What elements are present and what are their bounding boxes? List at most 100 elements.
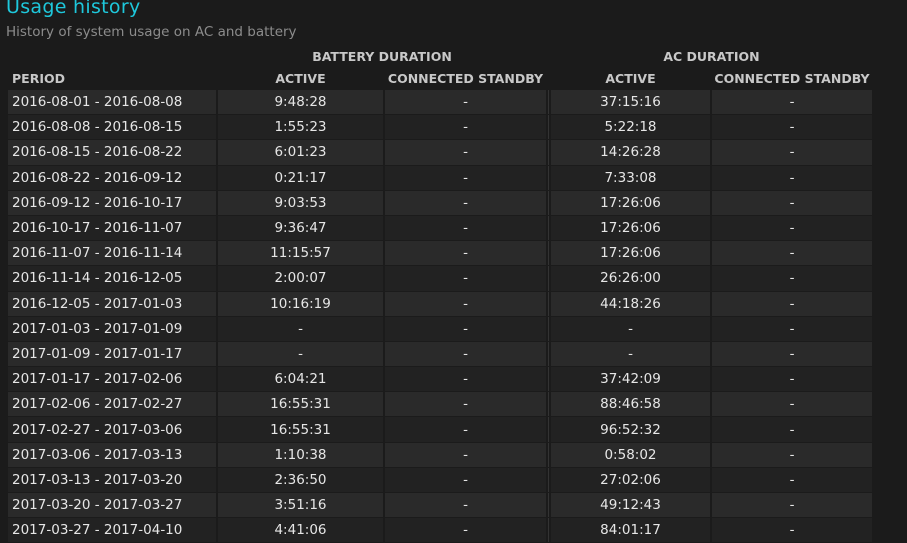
table-row: 2016-08-15 - 2016-08-22 6:01:23-14:26:28- (8, 140, 872, 165)
ac-active-cell: 37:42:09 (551, 367, 710, 392)
ac-active-cell: 17:26:06 (551, 241, 710, 266)
battery-standby-cell: - (385, 90, 546, 115)
battery-active-cell: 3:51:16 (218, 493, 383, 518)
period-cell: 2017-02-06 - 2017-02-27 (8, 392, 216, 417)
battery-standby-cell: - (385, 140, 546, 165)
table-row: 2016-11-07 - 2016-11-14 11:15:57-17:26:06… (8, 241, 872, 266)
table-row: 2017-03-20 - 2017-03-27 3:51:16-49:12:43- (8, 493, 872, 518)
battery-standby-cell: - (385, 392, 546, 417)
period-cell: 2017-01-03 - 2017-01-09 (8, 316, 216, 341)
battery-active-cell: 9:36:47 (218, 215, 383, 241)
column-divider (548, 367, 549, 392)
ac-active-cell: 49:12:43 (551, 493, 710, 518)
battery-active-cell: 16:55:31 (218, 417, 383, 442)
ac-standby-cell: - (712, 115, 872, 140)
ac-standby-cell: - (712, 442, 872, 467)
battery-active-cell: - (218, 316, 383, 341)
column-divider (548, 417, 549, 442)
column-header-ac-active: ACTIVE (605, 71, 656, 86)
period-cell: 2017-03-06 - 2017-03-13 (8, 442, 216, 467)
period-cell: 2016-08-08 - 2016-08-15 (8, 115, 216, 140)
battery-standby-cell: - (385, 115, 546, 140)
period-cell: 2016-08-15 - 2016-08-22 (8, 140, 216, 165)
period-cell: 2017-02-27 - 2017-03-06 (8, 417, 216, 442)
battery-standby-cell: - (385, 165, 546, 190)
battery-standby-cell: - (385, 316, 546, 341)
table-row: 2016-10-17 - 2016-11-07 9:36:47-17:26:06- (8, 215, 872, 241)
column-divider (548, 90, 549, 115)
battery-standby-cell: - (385, 266, 546, 291)
battery-standby-cell: - (385, 215, 546, 241)
ac-standby-cell: - (712, 90, 872, 115)
table-row: 2017-01-17 - 2017-02-06 6:04:21-37:42:09- (8, 367, 872, 392)
column-divider (548, 140, 549, 165)
column-divider (548, 392, 549, 417)
column-divider (548, 190, 549, 215)
column-divider (548, 266, 549, 291)
ac-active-cell: 26:26:00 (551, 266, 710, 291)
table-row: 2017-03-13 - 2017-03-20 2:36:50-27:02:06- (8, 467, 872, 492)
header-spacer (548, 45, 549, 67)
battery-active-cell: 10:16:19 (218, 291, 383, 316)
ac-standby-cell: - (712, 493, 872, 518)
table-row: 2016-08-01 - 2016-08-08 9:48:28-37:15:16- (8, 90, 872, 115)
battery-standby-cell: - (385, 493, 546, 518)
table-row: 2016-11-14 - 2016-12-05 2:00:07-26:26:00- (8, 266, 872, 291)
table-row: 2016-09-12 - 2016-10-17 9:03:53-17:26:06- (8, 190, 872, 215)
battery-standby-cell: - (385, 291, 546, 316)
ac-active-cell: 7:33:08 (551, 165, 710, 190)
period-cell: 2016-10-17 - 2016-11-07 (8, 215, 216, 241)
period-cell: 2017-03-27 - 2017-04-10 (8, 518, 216, 543)
battery-active-cell: 1:10:38 (218, 442, 383, 467)
ac-standby-cell: - (712, 417, 872, 442)
column-divider (548, 341, 549, 367)
table-row: 2017-01-03 - 2017-01-09- - - - (8, 316, 872, 341)
column-header-ac-standby: CONNECTED STANDBY (714, 71, 870, 86)
column-divider (548, 165, 549, 190)
column-divider (548, 291, 549, 316)
battery-active-cell: 4:41:06 (218, 518, 383, 543)
battery-active-cell: - (218, 341, 383, 367)
column-divider (548, 518, 549, 543)
table-row: 2017-03-06 - 2017-03-13 1:10:38-0:58:02- (8, 442, 872, 467)
battery-standby-cell: - (385, 467, 546, 492)
group-header-ac: AC DURATION (663, 48, 760, 64)
header-spacer (548, 68, 549, 89)
battery-active-cell: 0:21:17 (218, 165, 383, 190)
battery-standby-cell: - (385, 190, 546, 215)
table-row: 2017-02-06 - 2017-02-27 16:55:31-88:46:58… (8, 392, 872, 417)
group-header-battery: BATTERY DURATION (312, 48, 452, 64)
ac-active-cell: - (551, 316, 710, 341)
column-header-battery-standby: CONNECTED STANDBY (387, 71, 544, 86)
ac-standby-cell: - (712, 518, 872, 543)
battery-active-cell: 2:36:50 (218, 467, 383, 492)
page-subtitle: History of system usage on AC and batter… (6, 24, 297, 40)
column-header-battery-active: ACTIVE (275, 71, 326, 86)
table-row: 2016-12-05 - 2017-01-03 10:16:19-44:18:26… (8, 291, 872, 316)
ac-active-cell: 14:26:28 (551, 140, 710, 165)
period-cell: 2017-03-20 - 2017-03-27 (8, 493, 216, 518)
ac-active-cell: 88:46:58 (551, 392, 710, 417)
ac-active-cell: 37:15:16 (551, 90, 710, 115)
column-divider (548, 115, 549, 140)
table-row: 2016-08-22 - 2016-09-12 0:21:17-7:33:08- (8, 165, 872, 190)
ac-standby-cell: - (712, 266, 872, 291)
ac-standby-cell: - (712, 392, 872, 417)
ac-standby-cell: - (712, 316, 872, 341)
ac-standby-cell: - (712, 467, 872, 492)
ac-active-cell: 17:26:06 (551, 215, 710, 241)
ac-active-cell: 0:58:02 (551, 442, 710, 467)
ac-standby-cell: - (712, 165, 872, 190)
period-cell: 2016-11-14 - 2016-12-05 (8, 266, 216, 291)
battery-active-cell: 9:03:53 (218, 190, 383, 215)
period-cell: 2016-11-07 - 2016-11-14 (8, 241, 216, 266)
usage-history-table: BATTERY DURATION AC DURATION PERIOD ACTI… (6, 44, 874, 543)
battery-active-cell: 1:55:23 (218, 115, 383, 140)
column-divider (548, 241, 549, 266)
battery-active-cell: 6:04:21 (218, 367, 383, 392)
battery-standby-cell: - (385, 341, 546, 367)
ac-active-cell: 27:02:06 (551, 467, 710, 492)
ac-standby-cell: - (712, 140, 872, 165)
ac-active-cell: - (551, 341, 710, 367)
column-header-period: PERIOD (12, 71, 65, 86)
